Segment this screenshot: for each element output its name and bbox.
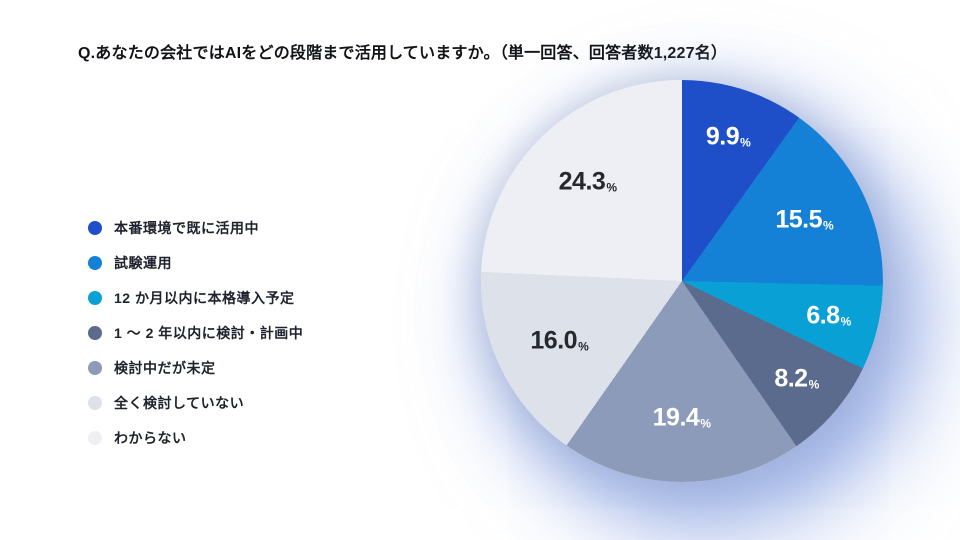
pie-slice-value-label: 19.4% [653, 405, 711, 430]
pie-slice-value-label: 6.8% [806, 301, 852, 330]
percent-sign: % [840, 314, 852, 329]
pie-slice-value-label: 15.5% [775, 207, 833, 232]
pie-slice-value-label: 8.2% [774, 364, 820, 393]
legend-swatch-icon [88, 220, 102, 235]
legend-swatch-icon [88, 325, 102, 340]
pie-slice-value-label: 24.3% [558, 167, 617, 196]
legend-item: 12 か月以内に本格導入予定 [88, 280, 303, 315]
pie-slice-percent-number: 8.2 [774, 364, 808, 393]
pie-slice-percent-number: 6.8 [806, 301, 840, 330]
legend-item: わからない [88, 420, 303, 455]
legend-item: 全く検討していない [88, 385, 303, 420]
legend-label: 検討中だが未定 [114, 359, 216, 376]
pie-slice-value-label: 16.0% [530, 326, 589, 355]
legend-item: 試験運用 [88, 245, 303, 280]
legend-item: 1 ～ 2 年以内に検討・計画中 [88, 315, 303, 350]
pie-slice-percent-number: 16.0 [530, 326, 578, 355]
percent-sign: % [740, 135, 751, 150]
legend-label: 1 ～ 2 年以内に検討・計画中 [114, 324, 304, 341]
legend-item: 検討中だが未定 [88, 350, 303, 385]
pie-slice-value-label: 9.9% [705, 122, 751, 151]
pie-slice-percent-number: 9.9 [705, 122, 740, 151]
chart-question-title: Q.あなたの会社ではAIをどの段階まで活用していますか。（単一回答、回答者数1,… [78, 45, 728, 62]
legend-swatch-icon [88, 360, 102, 375]
legend-label: 全く検討していない [114, 394, 245, 411]
pie-chart [481, 80, 883, 482]
legend-label: 12 か月以内に本格導入予定 [114, 289, 295, 306]
legend-swatch-icon [88, 255, 102, 270]
legend-swatch-icon [88, 395, 102, 410]
legend-swatch-icon [88, 430, 102, 445]
legend-label: わからない [114, 429, 187, 446]
legend-swatch-icon [88, 290, 102, 305]
percent-sign: % [578, 339, 589, 354]
pie-slice-percent-number: 19.4 [652, 403, 700, 432]
percent-sign: % [808, 377, 820, 392]
percent-sign: % [823, 218, 834, 233]
percent-sign: % [606, 180, 617, 195]
legend-label: 試験運用 [114, 254, 172, 271]
legend-label: 本番環境で既に活用中 [114, 219, 259, 236]
percent-sign: % [700, 416, 711, 431]
pie-slice-percent-number: 24.3 [558, 167, 606, 196]
legend: 本番環境で既に活用中 試験運用 12 か月以内に本格導入予定 1 ～ 2 年以内に検討… [88, 210, 303, 455]
pie-slice-percent-number: 15.5 [775, 205, 823, 234]
legend-item: 本番環境で既に活用中 [88, 210, 303, 245]
